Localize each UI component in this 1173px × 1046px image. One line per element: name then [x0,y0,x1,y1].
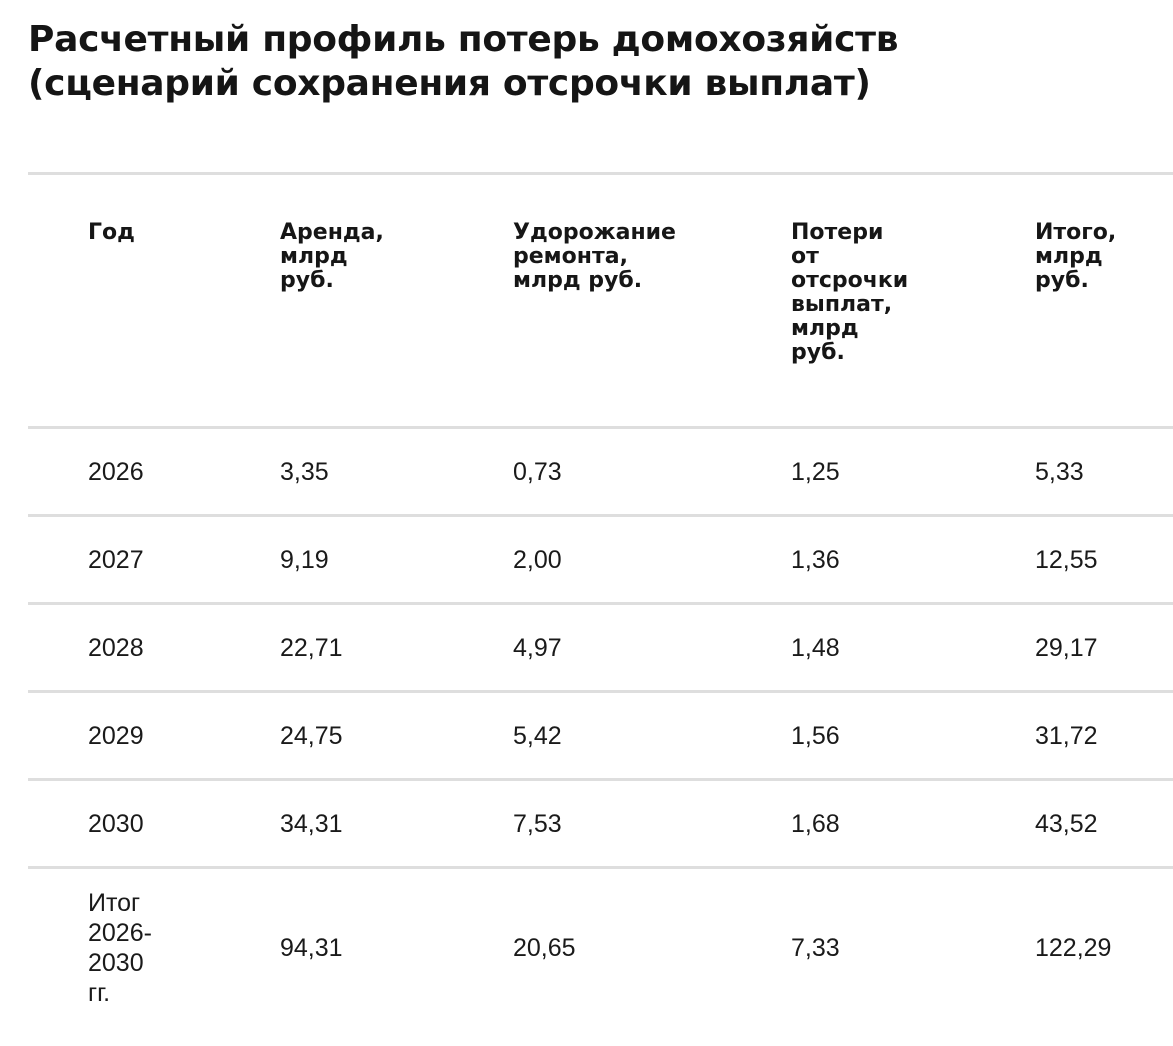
total-row: Итог 2026- 2030 гг. 94,31 20,65 7,33 122… [28,868,1173,1028]
cell-rent: 3,35 [280,457,329,486]
cell-rent: 24,75 [280,721,343,750]
cell-deferral: 1,68 [791,809,840,838]
header-deferral: Потери от отсрочки выплат, млрд руб. [791,174,1035,428]
cell-year: 2026 [88,457,144,486]
header-rent-label: Аренда, млрд руб. [280,220,384,293]
cell-year: 2028 [88,633,144,662]
header-repair: Удорожание ремонта, млрд руб. [513,174,791,428]
cell-repair: 0,73 [513,457,562,486]
header-year: Год [28,174,280,428]
total-label-text: Итог 2026- 2030 гг. [88,889,152,1008]
header-deferral-label: Потери от отсрочки выплат, млрд руб. [791,220,909,365]
cell-total-label: Итог 2026- 2030 гг. [28,868,280,1028]
cell-deferral: 1,25 [791,457,840,486]
losses-table: Год Аренда, млрд руб. Удорожание ремонта… [28,172,1173,1028]
page-title: Расчетный профиль потерь домохозяйств (с… [28,18,1128,106]
cell-grand-total: 122,29 [1035,934,1112,963]
cell-total: 29,17 [1035,633,1098,662]
cell-year: 2027 [88,545,144,574]
cell-total: 12,55 [1035,545,1098,574]
header-total: Итого, млрд руб. [1035,174,1173,428]
header-row: Год Аренда, млрд руб. Удорожание ремонта… [28,173,1173,428]
cell-rent: 22,71 [280,633,343,662]
cell-repair: 2,00 [513,545,562,574]
cell-repair: 4,97 [513,633,562,662]
cell-repair-total: 20,65 [513,934,576,963]
losses-table-container: Год Аренда, млрд руб. Удорожание ремонта… [28,172,1173,1028]
cell-total: 31,72 [1035,721,1098,750]
cell-total: 43,52 [1035,809,1098,838]
table-row: 2029 24,75 5,42 1,56 31,72 [28,692,1173,780]
cell-deferral-total: 7,33 [791,934,840,963]
cell-repair: 5,42 [513,721,562,750]
header-year-label: Год [88,220,135,245]
cell-rent-total: 94,31 [280,934,343,963]
header-repair-label: Удорожание ремонта, млрд руб. [513,220,676,293]
header-total-label: Итого, млрд руб. [1035,220,1117,293]
cell-year: 2030 [88,809,144,838]
table-row: 2030 34,31 7,53 1,68 43,52 [28,780,1173,868]
header-rent: Аренда, млрд руб. [280,174,513,428]
table-row: 2026 3,35 0,73 1,25 5,33 [28,428,1173,516]
table-header: Год Аренда, млрд руб. Удорожание ремонта… [28,173,1173,428]
table-row: 2027 9,19 2,00 1,36 12,55 [28,516,1173,604]
cell-rent: 34,31 [280,809,343,838]
title-line-1: Расчетный профиль потерь домохозяйств [28,19,899,60]
cell-repair: 7,53 [513,809,562,838]
cell-rent: 9,19 [280,545,329,574]
cell-year: 2029 [88,721,144,750]
table-body: 2026 3,35 0,73 1,25 5,33 2027 9,19 2,00 … [28,428,1173,1028]
title-line-2: (сценарий сохранения отсрочки выплат) [28,63,871,104]
cell-deferral: 1,48 [791,633,840,662]
cell-deferral: 1,36 [791,545,840,574]
table-row: 2028 22,71 4,97 1,48 29,17 [28,604,1173,692]
cell-deferral: 1,56 [791,721,840,750]
cell-total: 5,33 [1035,457,1084,486]
